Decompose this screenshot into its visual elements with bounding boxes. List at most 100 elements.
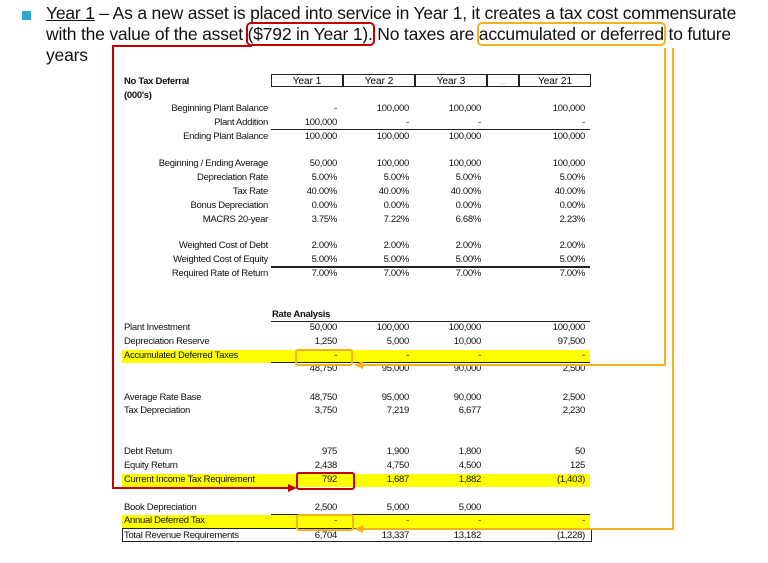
cell-value: - [582,515,585,526]
row-label: Total Revenue Requirements [124,530,239,541]
cell-value: 97,500 [557,336,586,347]
cell-value: 100,000 [552,103,586,114]
cell-value: 5.00% [455,172,482,183]
cell-value: - [582,350,585,361]
row-label: Weighted Cost of Equity [173,254,268,265]
cell-value: 0.00% [559,200,586,211]
row-label: Annual Deferred Tax [124,515,205,526]
cell-value: - [334,515,337,526]
cell-value: 4,500 [458,460,482,471]
rule-line [271,514,590,515]
cell-value: 100,000 [552,158,586,169]
cell-value: 40.00% [306,186,338,197]
intro-text: – As a new asset is placed into service … [46,3,737,44]
cell-value: 2,230 [562,405,586,416]
cell-value: 100,000 [376,103,410,114]
row-label: Equity Return [124,460,178,471]
cell-value: 95,000 [381,363,410,374]
cell-value: 100,000 [304,117,338,128]
cell-value: 50 [575,446,585,457]
cell-value: - [478,117,481,128]
cell-value: 7,219 [386,405,410,416]
cell-value: - [582,117,585,128]
cell-value: 7.00% [455,268,482,279]
cell-value: 48,750 [309,392,338,403]
row-label: Depreciation Reserve [124,336,210,347]
cell-value: 5.00% [455,254,482,265]
cell-value: 5.00% [311,172,338,183]
cell-value: 100,000 [552,131,586,142]
cell-value: 2.00% [311,240,338,251]
cell-value: 100,000 [376,158,410,169]
cell-value: 5,000 [386,502,410,513]
year-1-heading: Year 1 [46,3,95,23]
row-label: Plant Investment [124,322,190,333]
row-label: Book Depreciation [124,502,197,513]
cell-value: 2.00% [455,240,482,251]
cell-value: 4,750 [386,460,410,471]
rule-line [271,321,590,322]
cell-value: 100,000 [448,322,482,333]
cell-value: - [406,515,409,526]
cell-value: 5,000 [458,502,482,513]
cell-value: 1,250 [314,336,338,347]
cell-value: - [334,350,337,361]
bullet-icon [22,11,31,20]
cell-value: 40.00% [554,186,586,197]
cell-value: 40.00% [450,186,482,197]
cell-value: 2,500 [562,363,586,374]
cell-value: - [478,350,481,361]
cell-value: 13,182 [453,530,482,541]
row-label: Bonus Depreciation [190,200,268,211]
column-header: Year 1 [271,74,343,87]
cell-value: 6,677 [458,405,482,416]
cell-value: 100,000 [448,131,482,142]
total-row-border [122,528,592,542]
column-header: Year 3 [415,74,487,87]
cell-value: 7.00% [383,268,410,279]
cell-value: 50,000 [309,158,338,169]
cell-value: 7.00% [559,268,586,279]
cell-value: 1,882 [458,474,482,485]
cell-value: 100,000 [376,131,410,142]
cell-value: - [406,350,409,361]
cell-value: 5,000 [386,336,410,347]
cell-value: 7.22% [383,214,410,225]
cell-value: (1,403) [556,474,585,485]
row-label: Required Rate of Return [171,268,268,279]
column-header: ... [487,74,519,87]
cell-value: 2,438 [314,460,338,471]
row-label: Tax Depreciation [124,405,190,416]
rule-line [271,266,590,268]
cell-value: 2.23% [559,214,586,225]
cell-value: - [478,515,481,526]
cell-value: 5.00% [383,172,410,183]
column-header: Year 21 [519,74,591,87]
cell-value: 48,750 [309,363,338,374]
cell-value: 5.00% [311,254,338,265]
cell-value: 100,000 [304,131,338,142]
slide-paragraph: Year 1 – As a new asset is placed into s… [46,3,766,66]
cell-value: 3.75% [311,214,338,225]
row-label: Current Income Tax Requirement [124,474,255,485]
row-label: Plant Addition [214,117,268,128]
cell-value: 792 [322,474,337,485]
cell-value: 90,000 [453,392,482,403]
table-units: (000's) [124,90,152,101]
cell-value: 5.00% [383,254,410,265]
cell-value: 40.00% [378,186,410,197]
row-label: Ending Plant Balance [183,131,268,142]
row-label: MACRS 20-year [202,214,269,225]
cell-value: 6,704 [314,530,338,541]
cell-value: 7.00% [311,268,338,279]
cell-value: - [334,103,337,114]
row-label: Accumulated Deferred Taxes [124,350,239,361]
cell-value: 1,800 [458,446,482,457]
rule-line [271,129,590,130]
cell-value: - [406,117,409,128]
cell-value: 2,500 [314,502,338,513]
cell-value: 0.00% [311,200,338,211]
cell-value: 2.00% [559,240,586,251]
cell-value: 1,687 [386,474,410,485]
